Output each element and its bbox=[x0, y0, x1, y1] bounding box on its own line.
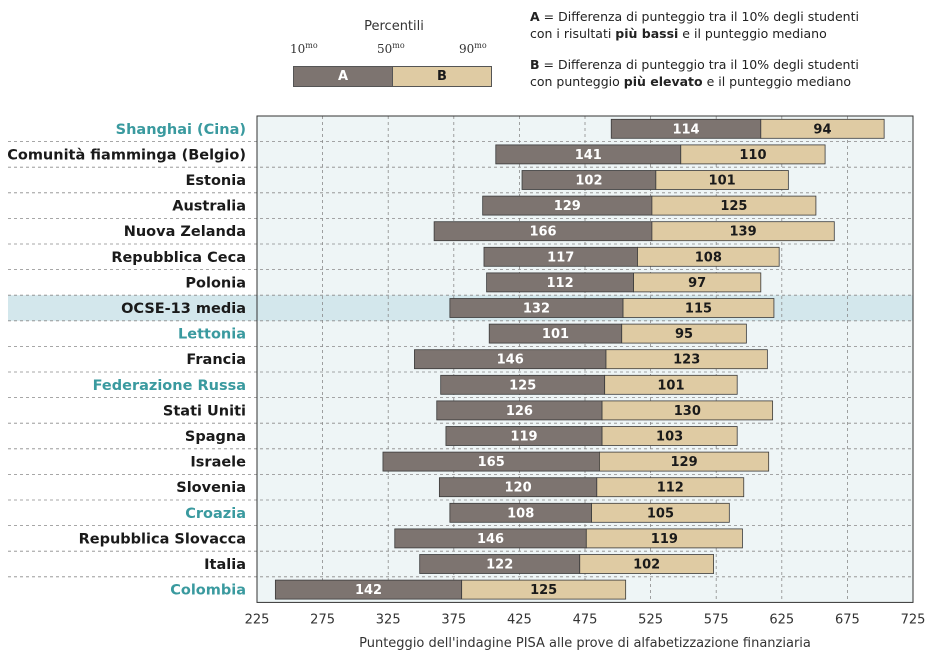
bar-segment-b bbox=[651, 195, 817, 216]
bar-segment-b bbox=[605, 349, 768, 370]
bar-label-a: 108 bbox=[507, 506, 534, 521]
country-label: Comunità fiamminga (Belgio) bbox=[7, 147, 246, 163]
bar-label-b: 101 bbox=[709, 174, 736, 189]
legend-percentile-10: 10mo bbox=[290, 41, 318, 56]
bar-label-a: 141 bbox=[575, 148, 602, 163]
bar-label-a: 117 bbox=[547, 250, 574, 265]
bar-label-b: 101 bbox=[657, 378, 684, 393]
bar-segment-b bbox=[633, 272, 762, 293]
bar-label-a: 166 bbox=[529, 225, 556, 240]
x-tick-label: 275 bbox=[310, 612, 335, 627]
bar-label-a: 142 bbox=[355, 583, 382, 598]
bar-label-a: 132 bbox=[523, 302, 550, 317]
bar-segment-b bbox=[585, 528, 743, 549]
x-tick-label: 475 bbox=[573, 612, 598, 627]
bar-segment-b bbox=[601, 426, 738, 446]
x-tick-label: 575 bbox=[704, 612, 729, 627]
legend-swatch-b: B bbox=[392, 66, 492, 87]
bar-label-b: 130 bbox=[674, 404, 701, 419]
bar-label-a: 101 bbox=[542, 327, 569, 342]
bar-segment-b bbox=[601, 400, 774, 421]
bar-segment-b bbox=[591, 502, 730, 523]
country-label: Polonia bbox=[185, 275, 246, 291]
bar-label-b: 125 bbox=[720, 199, 747, 214]
bar-label-b: 123 bbox=[673, 353, 700, 368]
x-tick-label: 675 bbox=[835, 612, 860, 627]
bar-label-b: 105 bbox=[647, 506, 674, 521]
country-label: Shanghai (Cina) bbox=[116, 122, 246, 138]
country-label: Estonia bbox=[185, 173, 246, 189]
legend-percentile-90: 90mo bbox=[459, 41, 487, 56]
bar-segment-b bbox=[680, 144, 826, 165]
country-label: Slovenia bbox=[176, 480, 246, 496]
x-tick-label: 525 bbox=[638, 612, 663, 627]
country-label: Francia bbox=[186, 352, 246, 368]
bar-segment-b bbox=[579, 554, 714, 574]
bar-segment-b bbox=[655, 170, 789, 190]
country-label: Repubblica Ceca bbox=[111, 250, 246, 266]
x-axis-title: Punteggio dell'indagine PISA alle prove … bbox=[359, 636, 811, 651]
country-label: Italia bbox=[204, 557, 246, 573]
country-label: OCSE-13 media bbox=[121, 301, 246, 317]
bar-label-b: 103 bbox=[656, 430, 683, 445]
country-label: Stati Uniti bbox=[163, 403, 246, 419]
bar-segment-b bbox=[637, 246, 780, 267]
country-label: Federazione Russa bbox=[93, 378, 246, 394]
country-label: Lettonia bbox=[178, 327, 246, 343]
bar-label-b: 125 bbox=[530, 583, 557, 598]
bar-segment-b bbox=[760, 118, 885, 139]
bar-label-a: 114 bbox=[672, 122, 699, 137]
country-label: Spagna bbox=[185, 429, 246, 445]
x-tick-label: 375 bbox=[441, 612, 466, 627]
bar-label-a: 120 bbox=[505, 481, 532, 496]
bar-label-a: 119 bbox=[510, 430, 537, 445]
country-label: Repubblica Slovacca bbox=[79, 531, 246, 547]
bar-label-b: 112 bbox=[657, 481, 684, 496]
bar-segment-b bbox=[621, 323, 747, 344]
bar-label-a: 126 bbox=[506, 404, 533, 419]
country-label: Australia bbox=[172, 199, 246, 215]
bar-label-b: 110 bbox=[739, 148, 766, 163]
plot-frame bbox=[256, 115, 914, 603]
bar-segment-b bbox=[461, 579, 627, 600]
bar-label-b: 97 bbox=[688, 276, 706, 291]
bar-label-a: 146 bbox=[497, 353, 524, 368]
bar-label-a: 102 bbox=[575, 174, 602, 189]
bar-segment-b bbox=[596, 477, 745, 498]
bar-label-b: 102 bbox=[633, 558, 660, 573]
country-label: Nuova Zelanda bbox=[124, 224, 246, 240]
bar-segment-b bbox=[599, 451, 770, 472]
x-tick-label: 725 bbox=[901, 612, 926, 627]
x-tick-label: 425 bbox=[507, 612, 532, 627]
bar-label-a: 146 bbox=[477, 532, 504, 547]
note-a: A = Differenza di punteggio tra il 10% d… bbox=[530, 9, 859, 41]
bar-segment-b bbox=[604, 374, 738, 395]
legend-percentile-50: 50mo bbox=[377, 41, 405, 56]
bar-label-b: 139 bbox=[730, 225, 757, 240]
x-tick-label: 225 bbox=[245, 612, 270, 627]
bar-label-b: 129 bbox=[670, 455, 697, 470]
x-tick-label: 625 bbox=[769, 612, 794, 627]
legend-title: Percentili bbox=[364, 19, 424, 34]
bar-label-a: 122 bbox=[486, 558, 513, 573]
bar-segment-b bbox=[651, 221, 835, 242]
bar-label-b: 95 bbox=[675, 327, 693, 342]
bar-label-b: 108 bbox=[695, 250, 722, 265]
country-label: Israele bbox=[190, 455, 246, 471]
bar-label-a: 112 bbox=[547, 276, 574, 291]
note-b: B = Differenza di punteggio tra il 10% d… bbox=[530, 57, 859, 89]
country-label: Croazia bbox=[185, 506, 246, 522]
country-label: Colombia bbox=[170, 583, 246, 599]
x-tick-label: 325 bbox=[376, 612, 401, 627]
bar-label-a: 125 bbox=[509, 378, 536, 393]
bar-label-b: 119 bbox=[651, 532, 678, 547]
bar-label-a: 129 bbox=[554, 199, 581, 214]
bar-label-b: 115 bbox=[685, 302, 712, 317]
bar-label-a: 165 bbox=[478, 455, 505, 470]
bar-label-b: 94 bbox=[813, 122, 831, 137]
bar-segment-b bbox=[622, 298, 775, 318]
